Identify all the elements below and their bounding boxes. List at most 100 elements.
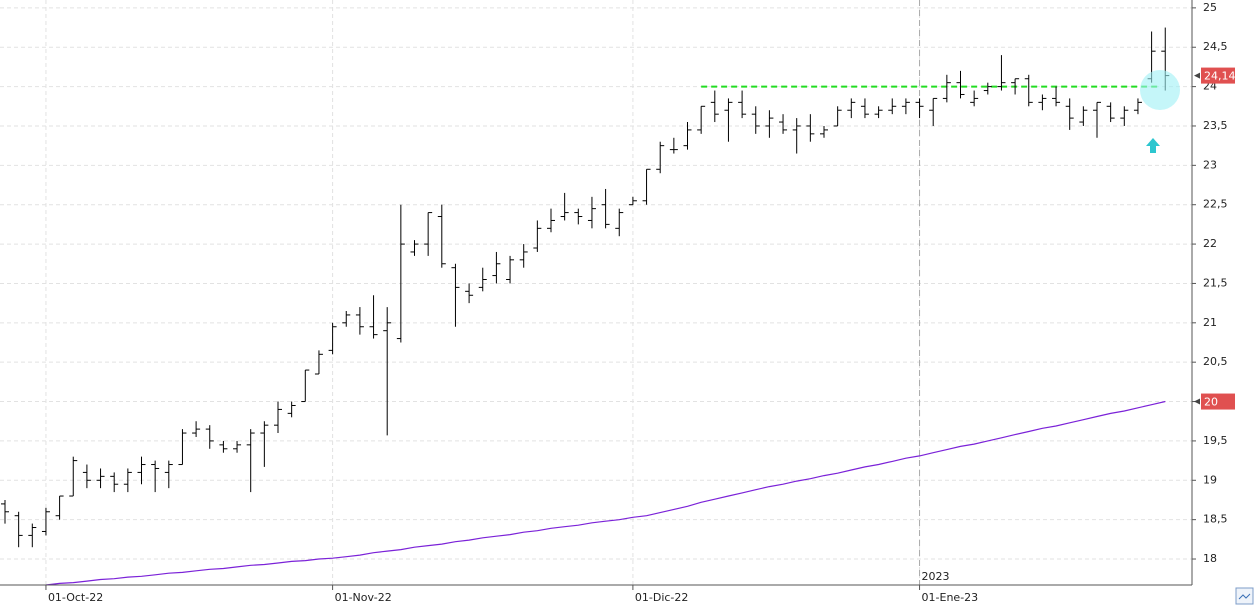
ohlc-bar [1133, 98, 1142, 115]
ohlc-bar [970, 90, 979, 107]
ohlc-bar [533, 220, 542, 252]
ohlc-bar [274, 401, 282, 434]
ohlc-bar [792, 118, 801, 154]
moving-average-line [45, 400, 1166, 586]
corner-icon [1238, 593, 1251, 600]
price-tag [1201, 67, 1235, 84]
ohlc-bar [219, 440, 228, 453]
ohlc-bar [860, 98, 869, 119]
ohlc-bar [96, 468, 105, 489]
ohlc-bar [1038, 94, 1047, 111]
ohlc-bar [615, 208, 624, 237]
ohlc-bar [410, 240, 419, 256]
ohlc-bar [233, 440, 242, 453]
ohlc-bar [1011, 78, 1020, 95]
arrow-up [1146, 138, 1160, 153]
ohlc-bar [1106, 102, 1115, 123]
y-tick-label: 23 [1203, 158, 1217, 171]
ohlc-bar [506, 255, 515, 284]
ohlc-bar [642, 168, 651, 205]
ohlc-bar [82, 464, 91, 489]
price-tag [1201, 393, 1235, 410]
ohlc-bar [1120, 106, 1129, 126]
y-tick-label: 22 [1203, 237, 1217, 250]
ohlc-bar [314, 350, 323, 375]
ohlc-bar [1065, 98, 1074, 130]
ohlc-bar [137, 456, 146, 485]
y-tick-label: 21 [1203, 316, 1217, 329]
ohlc-bar [28, 523, 37, 548]
ohlc-bar [205, 425, 214, 449]
ohlc-bar [874, 106, 883, 119]
ohlc-bar [560, 192, 569, 221]
ohlc-bar [396, 204, 405, 343]
ohlc-bar [547, 208, 555, 233]
ohlc-bar [151, 460, 160, 493]
price-tag-label: 20 [1204, 396, 1218, 409]
ohlc-bar [724, 98, 733, 142]
ohlc-bar [669, 137, 678, 154]
ohlc-bar [587, 196, 596, 229]
x-tick-label: 01-Dic-22 [635, 591, 689, 604]
ohlc-bar [451, 263, 460, 327]
ohlc-bar [55, 495, 64, 520]
y-tick-label: 23,5 [1203, 119, 1228, 132]
y-tick-label: 24,5 [1203, 40, 1228, 53]
ohlc-bar [833, 106, 842, 127]
ohlc-bar [929, 97, 938, 126]
ohlc-bar [287, 401, 296, 418]
price-tag-label: 24,14 [1204, 70, 1236, 83]
ohlc-bar [1052, 86, 1061, 107]
y-tick-label: 19,5 [1203, 434, 1228, 447]
ohlc-bar [697, 105, 706, 134]
ohlc-bar [738, 90, 747, 119]
ohlc-bar [915, 98, 924, 119]
ohlc-bar [710, 90, 719, 123]
ohlc-bar [519, 244, 528, 268]
ohlc-bar [164, 460, 173, 489]
ohlc-bar [1024, 74, 1033, 107]
ohlc-bar [1093, 101, 1101, 138]
y-tick-label: 25 [1203, 1, 1217, 14]
ohlc-bar [465, 283, 474, 304]
ohlc-bar [656, 141, 665, 174]
ohlc-bar [69, 456, 78, 497]
ohlc-bar [328, 322, 337, 355]
y-tick-label: 21,5 [1203, 276, 1228, 289]
price-tag-pointer [1194, 398, 1200, 405]
ohlc-bar [492, 251, 501, 284]
y-tick-label: 20,5 [1203, 355, 1228, 368]
ohlc-bar [369, 295, 378, 339]
ohlc-bar [355, 307, 364, 335]
ohlc-bar [260, 421, 269, 467]
year-label: 2023 [922, 570, 950, 583]
ohlc-bar [41, 507, 50, 536]
ohlc-bar [110, 472, 119, 493]
ohlc-bar [942, 74, 951, 103]
y-tick-label: 18,5 [1203, 513, 1228, 526]
ohlc-bar [192, 421, 201, 437]
x-tick-label: 01-Nov-22 [335, 591, 392, 604]
y-tick-label: 18 [1203, 552, 1217, 565]
ohlc-bar [301, 369, 310, 403]
ohlc-bar [342, 311, 351, 327]
ohlc-bar [437, 204, 446, 268]
ohlc-bar [424, 212, 433, 256]
highlight-circle [1140, 70, 1180, 110]
ohlc-bar [628, 196, 637, 206]
ohlc-bar [806, 114, 815, 142]
ohlc-bar [1, 499, 9, 524]
ohlc-bar [1079, 106, 1088, 126]
ohlc-bar [779, 114, 788, 134]
x-tick-label: 01-Ene-23 [922, 591, 979, 604]
ohlc-bar [574, 208, 583, 225]
ohlc-bar [820, 125, 828, 138]
ohlc-bar [383, 307, 392, 436]
price-tag-pointer [1194, 72, 1200, 79]
ohlc-bar [123, 468, 132, 493]
ohlc-bar [246, 429, 255, 493]
ohlc-bar [14, 511, 23, 548]
ohlc-bar [847, 98, 856, 119]
